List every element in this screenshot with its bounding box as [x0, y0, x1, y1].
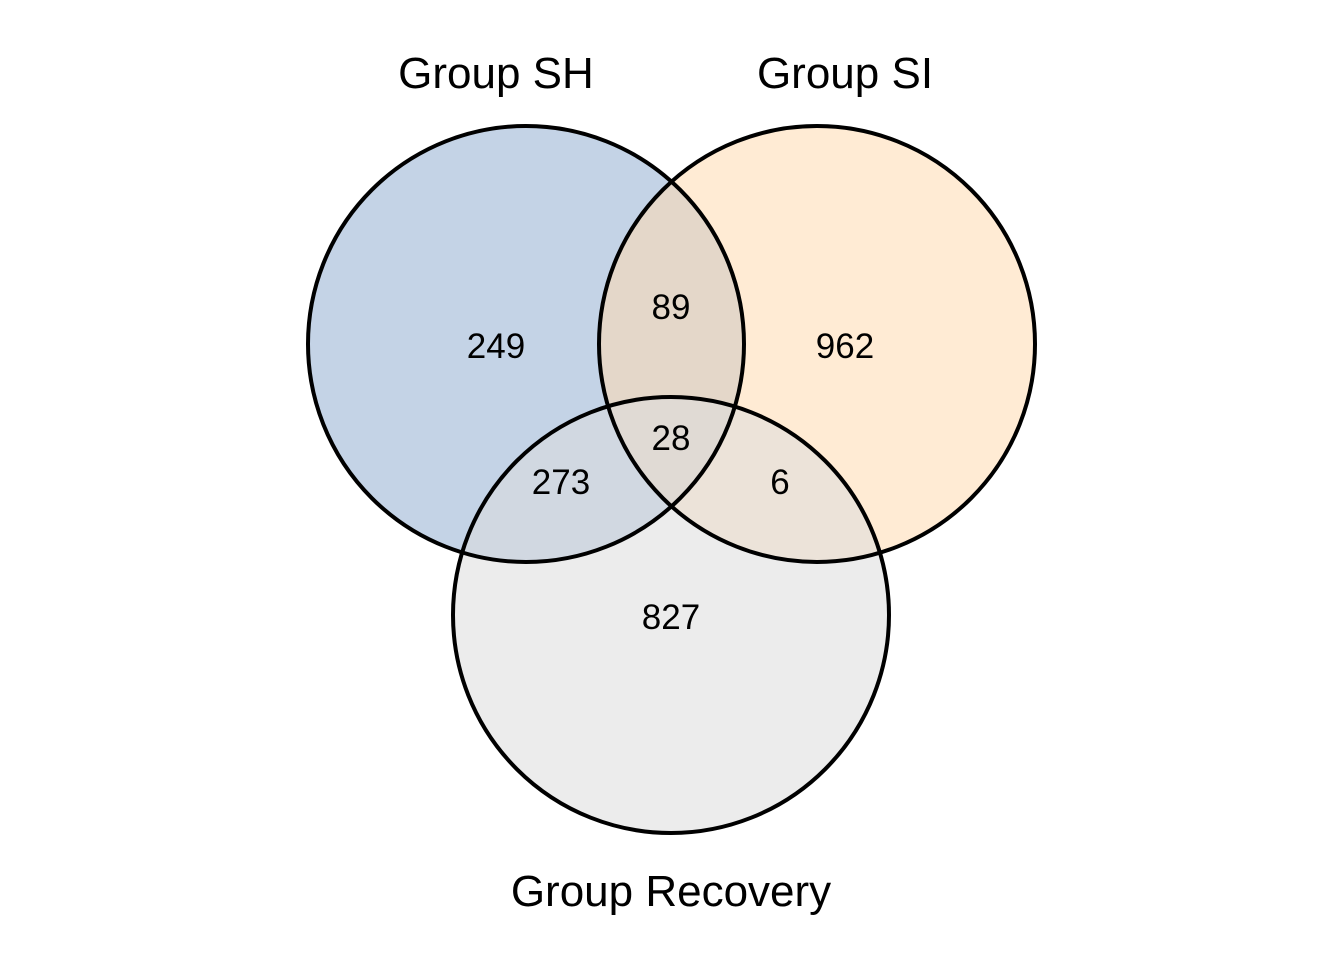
count-sh-recovery: 273 — [532, 463, 590, 502]
count-sh-only: 249 — [467, 327, 525, 366]
count-all: 28 — [652, 419, 691, 458]
outline-group-recovery — [451, 395, 891, 835]
label-group-si: Group SI — [757, 49, 933, 98]
outline-group-si — [597, 124, 1037, 564]
label-group-sh: Group SH — [398, 49, 594, 98]
count-si-recovery: 6 — [770, 463, 789, 502]
circle-group-recovery — [453, 397, 889, 833]
count-sh-si: 89 — [652, 288, 691, 327]
count-si-only: 962 — [816, 327, 874, 366]
outline-group-sh — [306, 124, 746, 564]
count-recovery-only: 827 — [642, 598, 700, 637]
label-group-recovery: Group Recovery — [511, 867, 831, 916]
